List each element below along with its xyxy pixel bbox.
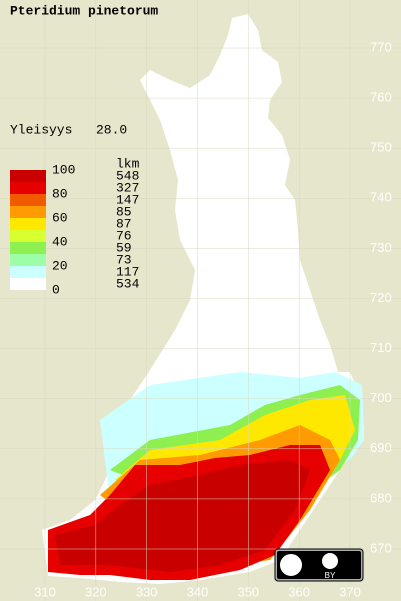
northing-label: 720 — [370, 290, 392, 305]
legend-swatch — [10, 278, 46, 290]
finland — [42, 14, 364, 584]
legend-scale-label: 80 — [52, 186, 68, 201]
northing-label: 770 — [370, 39, 392, 54]
easting-label: 330 — [136, 584, 158, 599]
legend-scale-label: 0 — [52, 282, 60, 297]
legend-count: 117 — [116, 264, 139, 279]
easting-label: 350 — [237, 584, 259, 599]
legend-scale-label: 40 — [52, 234, 68, 249]
summary-value: 28.0 — [96, 122, 127, 137]
legend-count: 327 — [116, 180, 139, 195]
legend-count: 534 — [116, 276, 140, 291]
northing-label: 690 — [370, 440, 392, 455]
legend-count: 85 — [116, 204, 132, 219]
legend-swatch — [10, 182, 46, 194]
northing-label: 730 — [370, 240, 392, 255]
legend-count: 73 — [116, 252, 132, 267]
legend-count: 59 — [116, 240, 132, 255]
legend-swatch — [10, 242, 46, 254]
easting-label: 370 — [339, 584, 361, 599]
count-header: lkm — [116, 156, 140, 171]
title: Pteridium pinetorum — [10, 3, 158, 18]
legend-swatch — [10, 230, 46, 242]
legend-swatch — [10, 206, 46, 218]
legend-count: 76 — [116, 228, 132, 243]
legend-swatch — [10, 254, 46, 266]
by-icon — [322, 553, 338, 569]
legend-swatch — [10, 218, 46, 230]
summary-label: Yleisyys — [10, 122, 72, 137]
legend-scale-label: 20 — [52, 258, 68, 273]
occurrence-area — [55, 460, 310, 572]
northing-label: 700 — [370, 390, 392, 405]
legend-count: 147 — [116, 192, 139, 207]
easting-label: 360 — [288, 584, 310, 599]
legend-scale-label: 100 — [52, 162, 75, 177]
easting-label: 320 — [85, 584, 107, 599]
legend-swatch — [10, 266, 46, 278]
cc-icon — [278, 552, 304, 578]
northing-label: 680 — [370, 490, 392, 505]
license-text: BY — [325, 571, 336, 580]
license-badge: BY — [274, 548, 364, 582]
legend-swatch — [10, 170, 46, 182]
legend-count: 548 — [116, 168, 139, 183]
legend-count: 87 — [116, 216, 132, 231]
legend-swatch — [10, 194, 46, 206]
northing-label: 670 — [370, 540, 392, 555]
easting-label: 340 — [187, 584, 209, 599]
northing-label: 710 — [370, 340, 392, 355]
northing-label: 760 — [370, 90, 392, 105]
easting-label: 310 — [34, 584, 56, 599]
northing-label: 750 — [370, 140, 392, 155]
legend-scale-label: 60 — [52, 210, 68, 225]
northing-label: 740 — [370, 190, 392, 205]
